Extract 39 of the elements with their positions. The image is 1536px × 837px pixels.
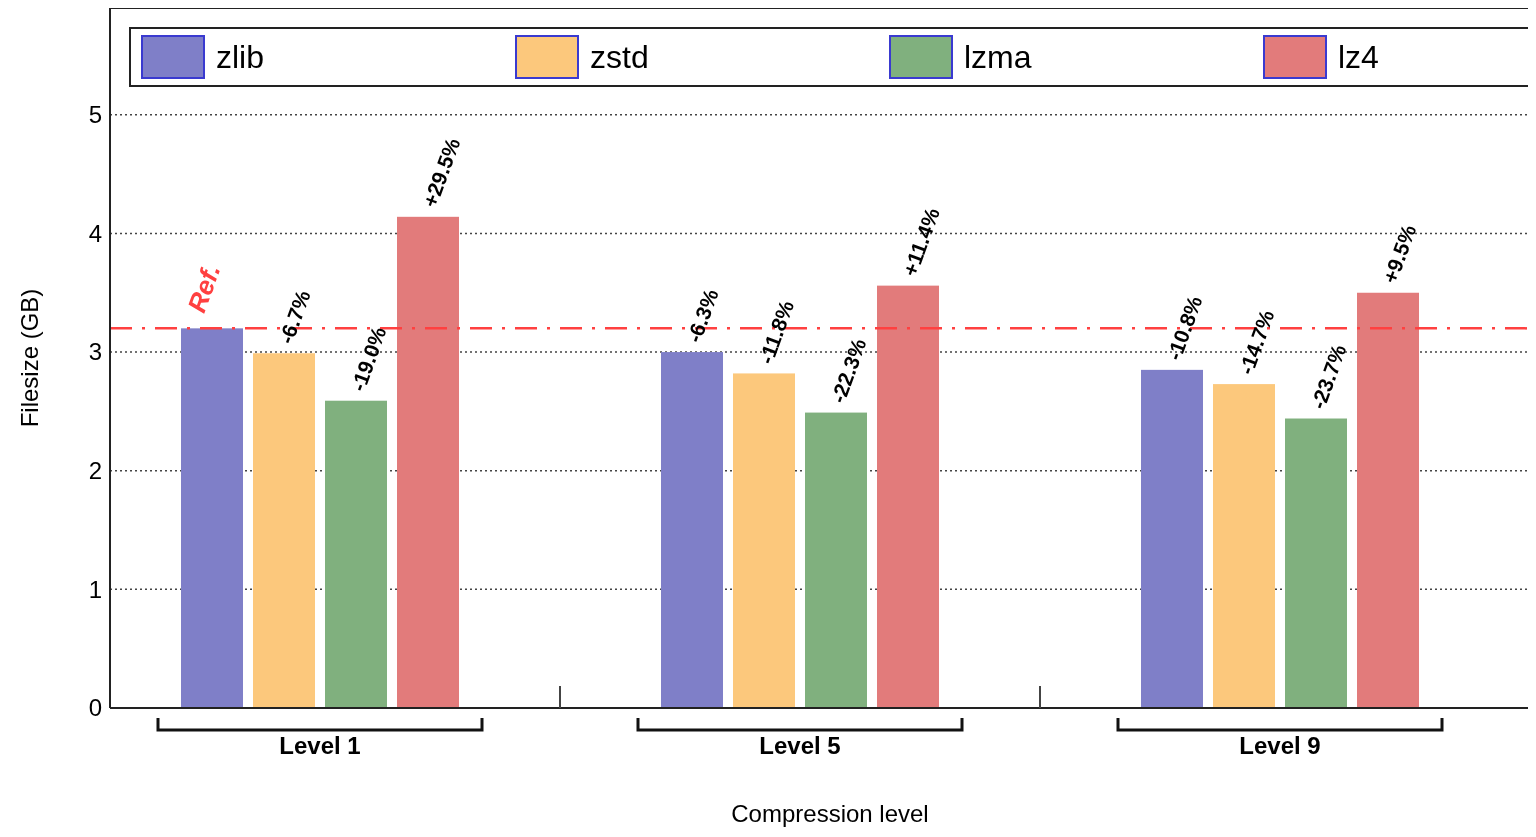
- annotation: -11.8%: [754, 297, 799, 367]
- bar: [325, 400, 387, 708]
- y-axis-title: Filesize (GB): [16, 288, 43, 428]
- annotation: -10.8%: [1162, 292, 1207, 364]
- annotation: -19.0%: [346, 323, 391, 395]
- y-tick-label: 4: [88, 219, 102, 247]
- bar: [253, 353, 315, 708]
- x-tick-label: Level 1: [279, 732, 361, 759]
- bar: [397, 216, 459, 708]
- y-tick-label: 2: [88, 457, 102, 485]
- annotation: +11.4%: [898, 204, 945, 279]
- bar: [1141, 369, 1203, 708]
- bar: [181, 328, 243, 708]
- annotation: -23.7%: [1306, 341, 1351, 412]
- bar: [661, 352, 723, 708]
- x-axis-title: Compression level: [731, 800, 929, 827]
- x-tick-label: Level 5: [759, 732, 841, 759]
- y-tick-label: 0: [88, 694, 102, 722]
- annotation: -14.7%: [1234, 306, 1279, 378]
- legend-label: lz4: [1338, 39, 1379, 76]
- bar: [1213, 384, 1275, 708]
- bar: [733, 373, 795, 708]
- annotation: +9.5%: [1378, 221, 1421, 287]
- bar: [877, 285, 939, 708]
- legend-label: zstd: [590, 39, 649, 76]
- y-tick-label: 3: [88, 338, 102, 366]
- bar: [1357, 292, 1419, 708]
- bar: [805, 412, 867, 708]
- bar: [1285, 418, 1347, 708]
- annotation: -6.7%: [274, 286, 315, 347]
- x-tick-label: Level 9: [1239, 732, 1321, 759]
- y-tick-label: 5: [88, 101, 102, 129]
- annotation: -22.3%: [826, 335, 871, 406]
- ref-line-label: Ref.: [181, 259, 227, 317]
- annotation: -6.3%: [682, 285, 723, 346]
- annotation: +29.5%: [418, 134, 465, 211]
- legend-label: zlib: [216, 39, 265, 76]
- y-tick-label: 1: [88, 575, 102, 603]
- legend-label: lzma: [964, 39, 1032, 76]
